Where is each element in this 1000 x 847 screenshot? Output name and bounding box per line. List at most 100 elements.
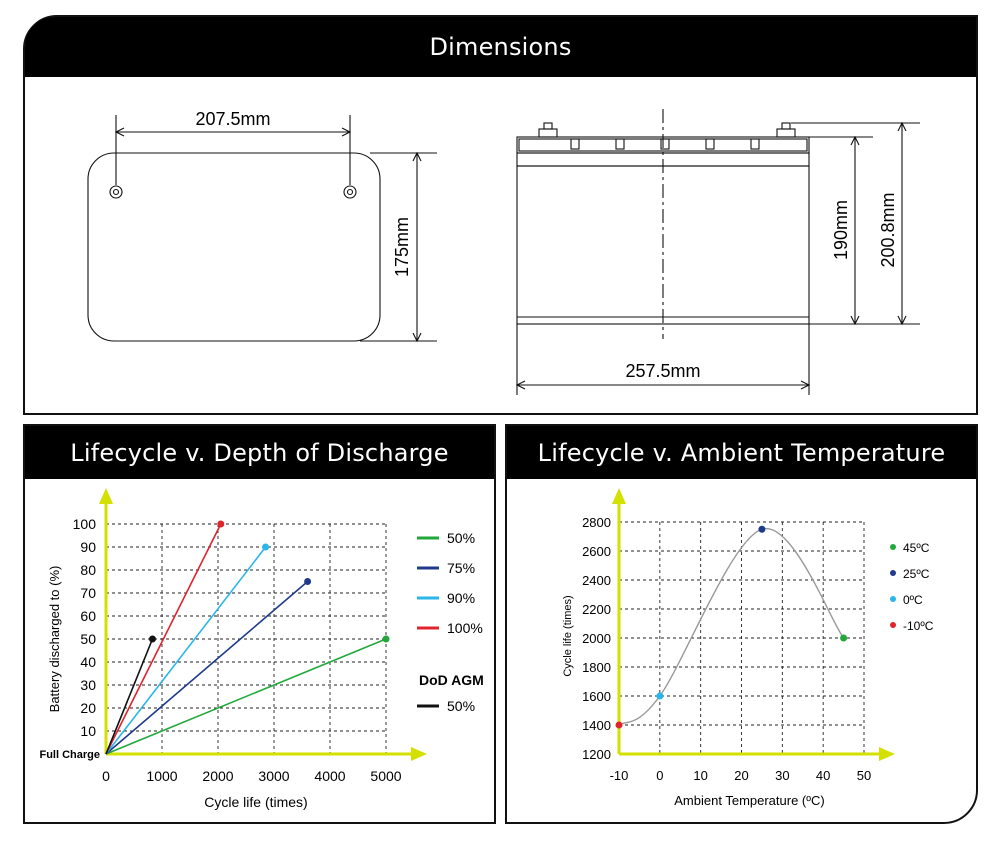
- height-arrow-bottom: [412, 332, 422, 343]
- y-tick-label: 90: [80, 539, 96, 555]
- legend-label-1: 25ºC: [903, 567, 930, 581]
- x-tick-label: 5000: [370, 768, 401, 784]
- cycle-life-curve: [618, 528, 845, 726]
- width-arrow-left: [114, 127, 125, 137]
- post-left-top: [543, 122, 553, 130]
- series-endpoint-1: [304, 578, 312, 585]
- legend-label-3: 100%: [447, 620, 483, 636]
- dod-title: Lifecycle v. Depth of Discharge: [70, 438, 449, 467]
- dimensions-panel: Dimensions 207.5mm 175mm: [23, 15, 978, 415]
- vent-3: [660, 138, 670, 150]
- x-tick-label: -10: [610, 768, 629, 783]
- data-point-2: [656, 692, 664, 700]
- series-endpoint-4: [148, 635, 156, 643]
- height-arrow-top: [412, 151, 422, 162]
- x-axis-arrow: [411, 747, 427, 761]
- series-line-0: [105, 638, 387, 755]
- legend-label-1: 75%: [447, 560, 475, 576]
- h190-arrow-bottom: [850, 315, 860, 326]
- y-axis-arrow: [99, 488, 113, 504]
- y-axis-arrow: [612, 488, 626, 504]
- side-length-label: 257.5mm: [625, 361, 700, 381]
- top-width-label: 207.5mm: [195, 109, 270, 129]
- x-axis-label: Ambient Temperature (ºC): [674, 793, 824, 808]
- series-endpoint-0: [382, 635, 390, 643]
- x-tick-label: 1000: [146, 768, 177, 784]
- x-tick-label: 30: [775, 768, 789, 783]
- battery-top-outline: [87, 152, 381, 342]
- data-point-3: [615, 721, 623, 729]
- y-tick-label: 30: [80, 677, 96, 693]
- legend-swatch-0: [890, 544, 896, 550]
- y-tick-label: 40: [80, 654, 96, 670]
- temp-chart: -10 0 10 20 30 40 50 1200 1400 1600 1800 2000 2200 24…: [562, 488, 934, 808]
- y-tick-label: 10: [80, 723, 96, 739]
- legend-swatch-2: [890, 596, 896, 602]
- length-arrow-right: [800, 380, 811, 390]
- legend-swatch-3: [890, 622, 896, 628]
- y-tick-label: 2000: [582, 631, 611, 646]
- series-line-3: [105, 523, 222, 755]
- y-tick-label: 60: [80, 608, 96, 624]
- h2008-arrow-top: [897, 121, 907, 132]
- post-right: [776, 128, 796, 138]
- y-tick-label: 1600: [582, 689, 611, 704]
- vent-5: [750, 138, 760, 150]
- dod-chart: 0 1000 2000 3000 4000 5000 Full Charge 10 20 30 40…: [39, 488, 484, 810]
- top-height-label: 175mm: [392, 217, 412, 277]
- legend-label-2: 90%: [447, 590, 475, 606]
- legend-swatch-1: [890, 570, 896, 576]
- temp-panel: Lifecycle v. Ambient Temperature -10 0 10 2…: [505, 424, 978, 824]
- series-line-2: [105, 546, 267, 755]
- legend-label-2: 0ºC: [903, 593, 923, 607]
- side-view: [515, 109, 920, 395]
- side-height-label: 190mm: [831, 200, 851, 260]
- series-line-4: [105, 638, 154, 755]
- y-tick-label: 1200: [582, 747, 611, 762]
- length-arrow-left: [515, 380, 526, 390]
- x-axis-arrow: [879, 747, 895, 761]
- y-tick-label: 70: [80, 585, 96, 601]
- x-tick-label: 2000: [202, 768, 233, 784]
- y-tick-label: 80: [80, 562, 96, 578]
- temp-title: Lifecycle v. Ambient Temperature: [537, 438, 946, 467]
- h2008-arrow-bottom: [897, 315, 907, 326]
- data-point-0: [840, 634, 848, 642]
- temp-header: Lifecycle v. Ambient Temperature: [507, 426, 976, 479]
- vent-2: [615, 138, 625, 150]
- terminal-right-core: [346, 188, 354, 196]
- y-tick-label: 2200: [582, 602, 611, 617]
- x-tick-label: 0: [656, 768, 663, 783]
- x-tick-label: 20: [734, 768, 748, 783]
- series-endpoint-2: [262, 543, 270, 551]
- dimensions-drawing: 207.5mm 175mm: [87, 109, 920, 395]
- legend-label-0: 45ºC: [903, 541, 930, 555]
- legend-label-3: -10ºC: [903, 619, 934, 633]
- side-total-height-label: 200.8mm: [878, 192, 898, 267]
- dod-header: Lifecycle v. Depth of Discharge: [25, 426, 494, 479]
- series-line-1: [105, 580, 309, 755]
- vent-4: [705, 138, 715, 150]
- post-left: [538, 128, 558, 138]
- post-right-top: [781, 122, 791, 130]
- series-endpoint-3: [217, 520, 225, 528]
- y-tick-label: 2800: [582, 515, 611, 530]
- data-point-1: [758, 525, 766, 533]
- y-axis-label: Cycle life (times): [562, 595, 574, 676]
- y-axis-label: Battery discharged to (%): [47, 566, 62, 713]
- vent-1: [570, 138, 580, 150]
- y-tick-label: Full Charge: [39, 749, 100, 761]
- width-arrow-right: [341, 127, 352, 137]
- terminal-left-core: [112, 188, 120, 196]
- x-tick-label: 0: [102, 768, 110, 784]
- terminal-left: [109, 185, 123, 199]
- x-tick-label: 10: [693, 768, 707, 783]
- x-axis-label: Cycle life (times): [204, 794, 307, 810]
- terminal-right: [343, 185, 357, 199]
- top-view: [87, 115, 437, 343]
- y-tick-label: 50: [80, 631, 96, 647]
- x-tick-label: 4000: [314, 768, 345, 784]
- y-tick-label: 20: [80, 700, 96, 716]
- dod-panel: Lifecycle v. Depth of Discharge 0 1000 200…: [23, 424, 496, 824]
- y-tick-label: 2400: [582, 573, 611, 588]
